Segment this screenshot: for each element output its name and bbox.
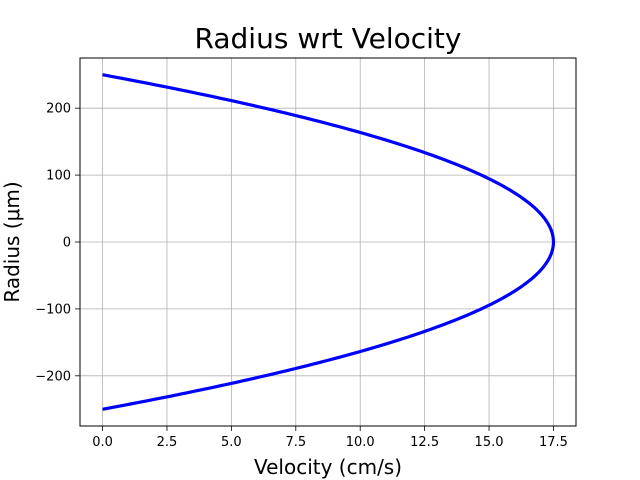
series-layer — [102, 73, 556, 411]
x-axis-label: Velocity (cm/s) — [254, 455, 402, 479]
y-tick-label: 200 — [46, 102, 71, 117]
y-axis-label: Radius (μm) — [0, 181, 24, 302]
series-line — [102, 73, 556, 411]
x-tick-label: 7.5 — [285, 435, 306, 450]
y-tick-label: 100 — [46, 169, 71, 184]
y-tick-label: 0 — [63, 236, 71, 251]
y-tick-label: −200 — [35, 369, 71, 384]
gridlines — [80, 58, 576, 426]
x-tick-label: 5.0 — [221, 435, 242, 450]
x-tick-label: 15.0 — [475, 435, 504, 450]
x-tick-label: 10.0 — [346, 435, 375, 450]
y-tick-label: −100 — [35, 302, 71, 317]
x-tick-label: 17.5 — [539, 435, 568, 450]
x-tick-label: 0.0 — [92, 435, 113, 450]
chart-title: Radius wrt Velocity — [195, 22, 462, 55]
tick-layer: 0.0 2.5 5.0 7.5 10.0 12.5 15.0 17.5 −200 −100 0 100… — [35, 102, 568, 450]
x-tick-label: 12.5 — [410, 435, 439, 450]
x-tick-label: 2.5 — [157, 435, 178, 450]
